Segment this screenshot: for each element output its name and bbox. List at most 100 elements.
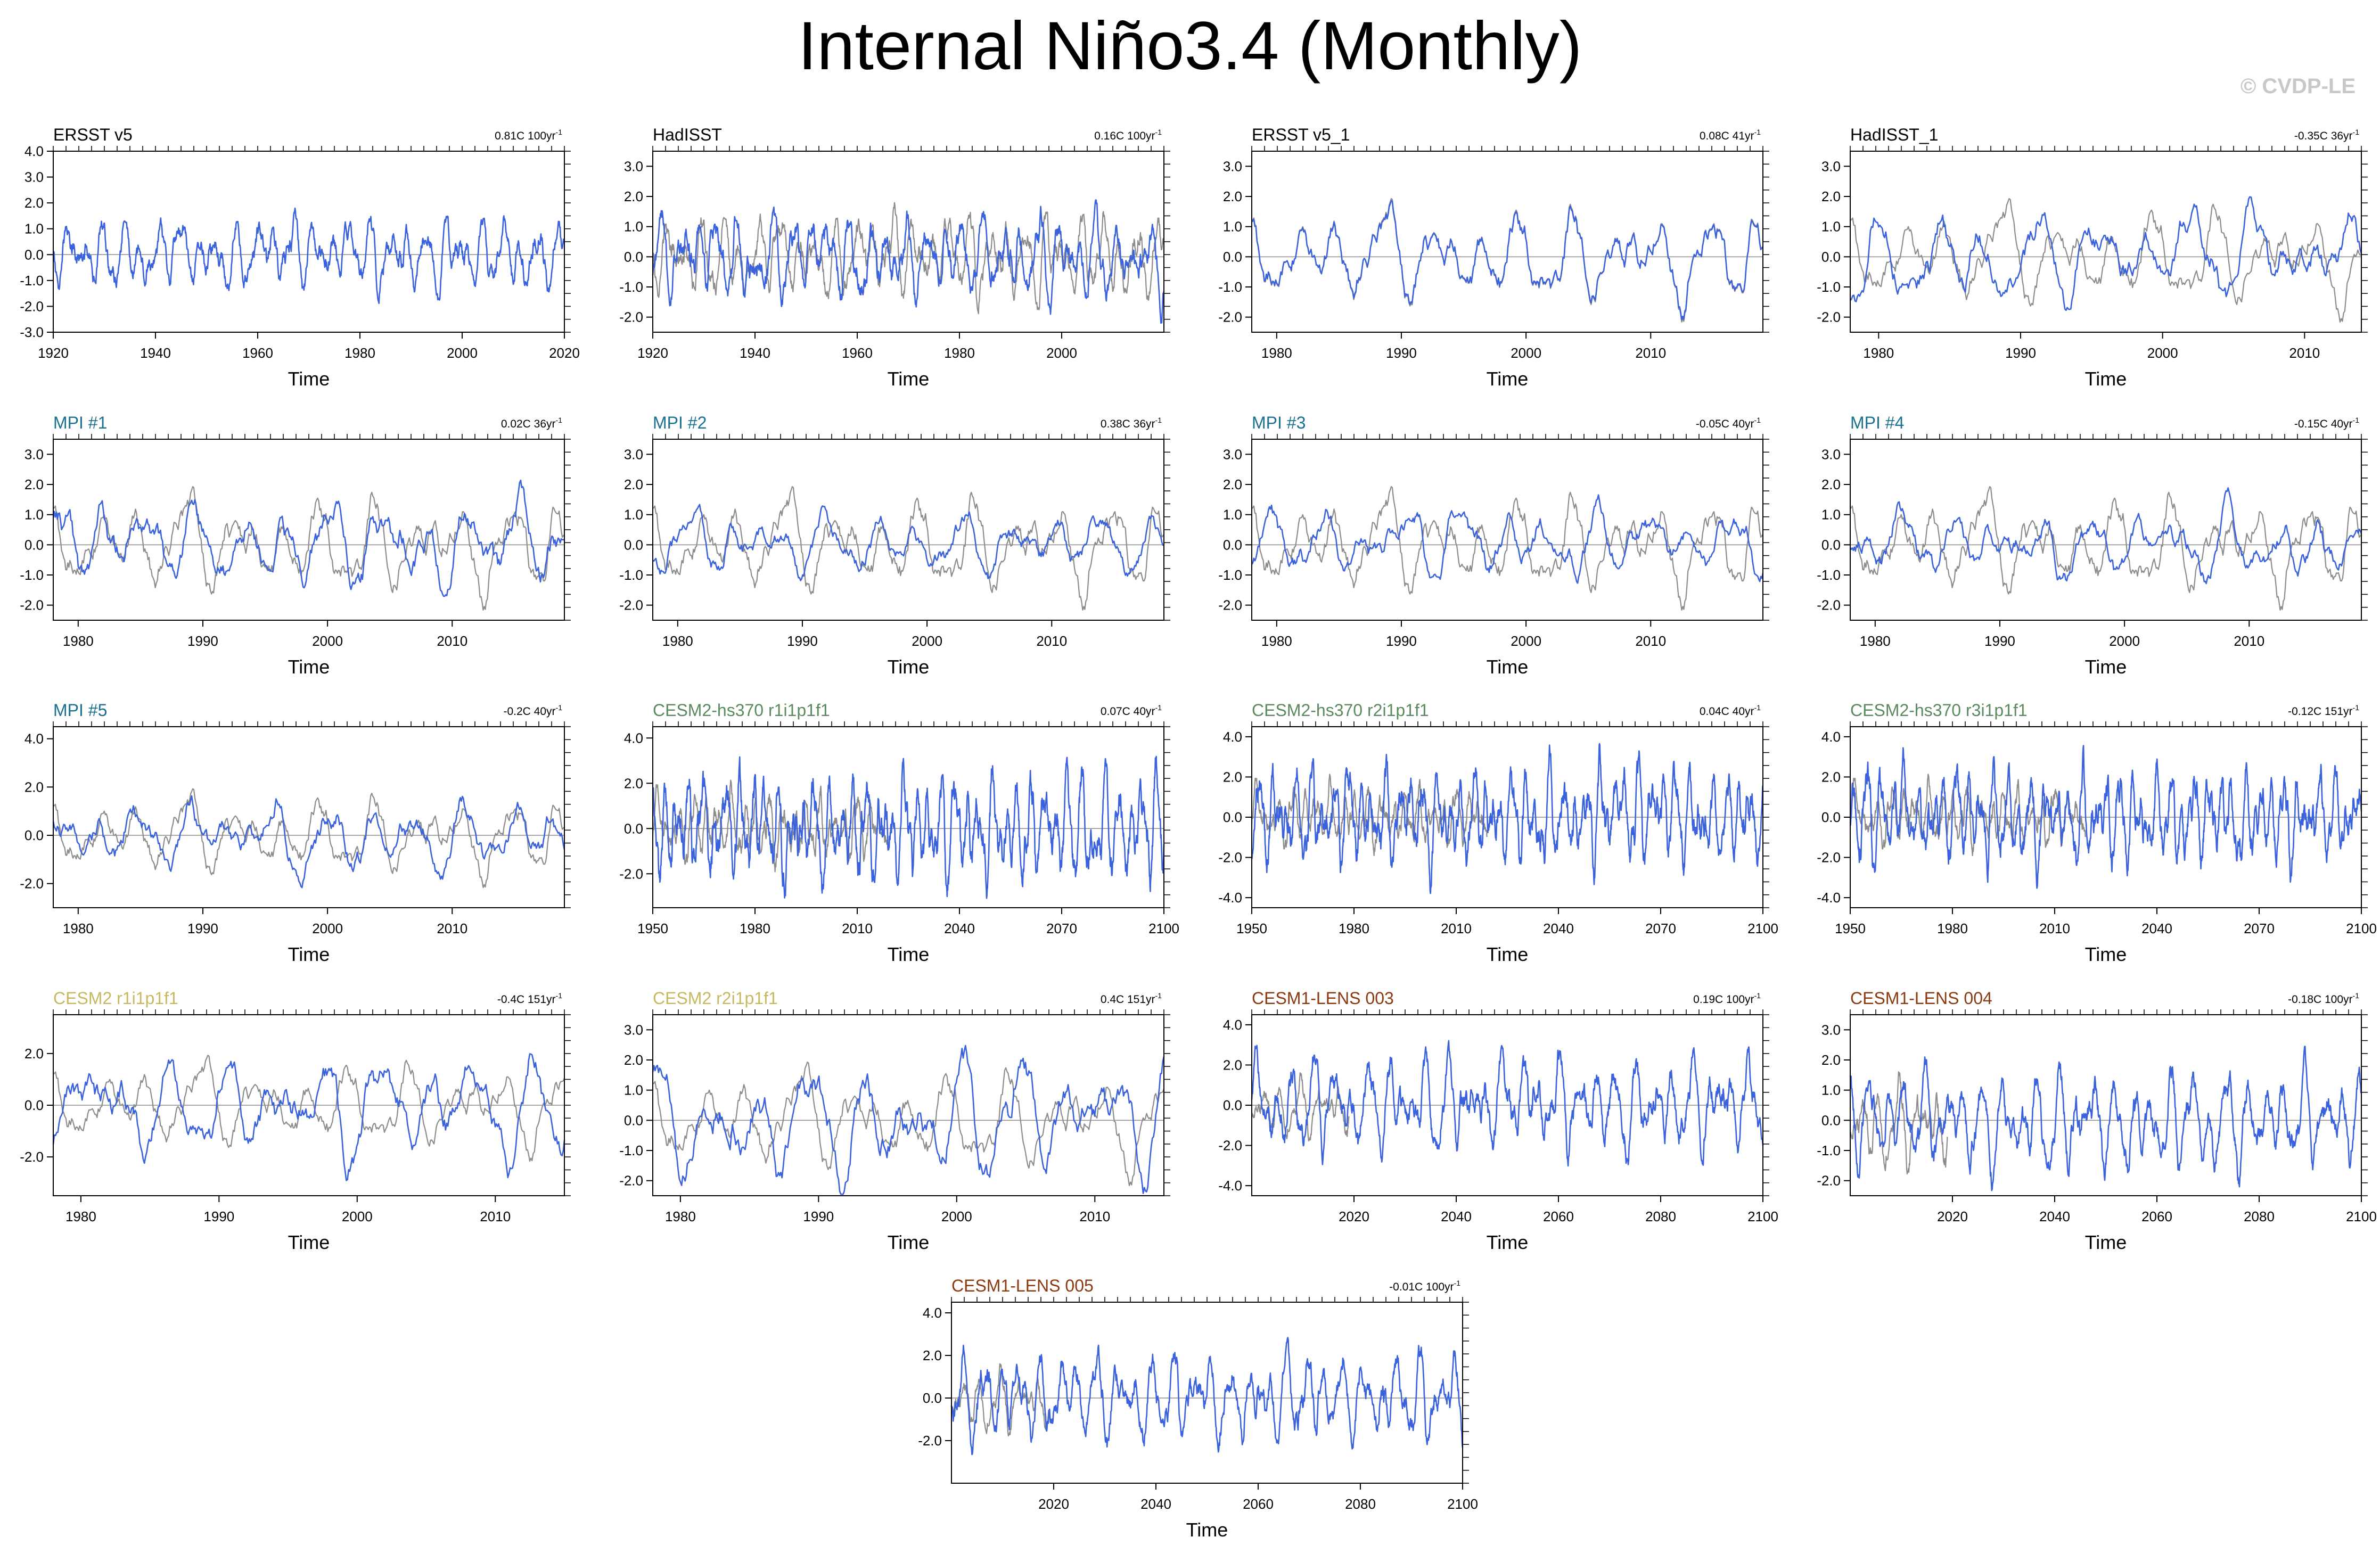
y-tick-label: -3.0 [20,324,44,340]
panel-title: MPI #1 [53,413,107,432]
x-tick-label: 2080 [2244,1209,2275,1224]
y-tick-label: -1.0 [20,567,44,583]
x-tick-label: 2060 [2141,1209,2172,1224]
x-tick-label: 1950 [1236,920,1267,936]
y-tick-label: 1.0 [624,1082,643,1098]
y-tick-label: -1.0 [619,567,643,583]
panel-title: HadISST [653,125,722,144]
y-tick-label: 0.0 [24,1097,44,1113]
y-tick-label: 1.0 [1821,507,1841,523]
x-axis-label: Time [2085,943,2127,965]
x-tick-label: 2080 [1645,1209,1676,1224]
x-tick-label: 2040 [944,920,975,936]
x-axis-label: Time [1487,943,1529,965]
reference-series-line [1251,486,1763,611]
plot-frame [652,1014,1164,1196]
panel-title: CESM2-hs370 r1i1p1f1 [653,701,830,720]
panel-title: CESM1-LENS 005 [951,1276,1094,1295]
x-axis-label: Time [1186,1519,1228,1541]
y-tick-label: 1.0 [1223,507,1242,523]
y-tick-label: -2.0 [20,1149,44,1165]
trend-label: -0.01C 100yr-1 [1389,1279,1460,1293]
x-tick-label: 1980 [1937,920,1968,936]
x-tick-label: 2010 [1635,345,1666,361]
model-series-line [1251,743,1764,894]
y-tick-label: 4.0 [24,143,44,159]
y-tick-label: 0.0 [1223,1097,1242,1113]
model-series-line [950,1337,1464,1456]
x-tick-label: 2020 [1038,1496,1069,1512]
x-axis-label: Time [888,368,930,390]
y-tick-label: 4.0 [923,1305,942,1321]
y-tick-label: 2.0 [1223,188,1242,204]
y-tick-label: 0.0 [923,1390,942,1406]
y-tick-label: 0.0 [24,537,44,553]
x-tick-label: 1990 [187,633,218,649]
plot-frame [1850,439,2362,621]
y-tick-label: -4.0 [1218,890,1242,906]
x-tick-label: 2020 [549,345,580,361]
x-tick-label: 1980 [1261,633,1292,649]
y-tick-label: -2.0 [619,866,643,882]
y-tick-label: 2.0 [624,775,643,791]
trend-label: 0.08C 41yr-1 [1700,128,1761,142]
trend-label: -0.15C 40yr-1 [2294,416,2359,430]
x-tick-label: 1980 [665,1209,696,1224]
y-tick-label: 1.0 [24,507,44,523]
y-tick-label: 2.0 [624,188,643,204]
y-tick-label: -2.0 [1817,597,1841,613]
plot-frame [1251,151,1763,333]
x-tick-label: 1990 [803,1209,834,1224]
plot-frame [53,151,565,333]
model-series-line [52,479,565,597]
x-tick-label: 1990 [187,920,218,936]
y-tick-label: -2.0 [1817,1173,1841,1189]
y-tick-label: -2.0 [1218,850,1242,866]
plot-frame [53,439,565,621]
x-tick-label: 2020 [1937,1209,1968,1224]
x-tick-label: 1980 [344,345,375,361]
x-tick-label: 2010 [2234,633,2264,649]
x-axis-label: Time [1487,368,1529,390]
model-series-line [53,207,565,305]
x-axis-label: Time [2085,1231,2127,1253]
y-tick-label: 4.0 [24,731,44,747]
x-tick-label: 2000 [912,633,942,649]
model-series-line [1849,487,2362,585]
x-tick-label: 1990 [787,633,818,649]
y-tick-label: -2.0 [619,597,643,613]
plot-frame [1850,151,2362,333]
x-tick-label: 2010 [1079,1209,1110,1224]
y-tick-label: 0.0 [1821,809,1841,825]
reference-series-line [1251,1072,1350,1142]
panel-title: MPI #3 [1252,413,1306,432]
panel-title: HadISST_1 [1850,125,1938,144]
y-tick-label: 2.0 [1223,1057,1242,1073]
plot-frame [1850,726,2362,908]
x-tick-label: 2100 [2346,920,2377,936]
y-tick-label: -1.0 [1218,279,1242,295]
trend-label: -0.12C 151yr-1 [2288,703,2359,718]
plot-frame [53,1014,565,1196]
x-tick-label: 2010 [1441,920,1472,936]
y-tick-label: -2.0 [20,298,44,314]
y-tick-label: 2.0 [624,1052,643,1068]
model-series-line [1251,494,1764,584]
trend-label: 0.19C 100yr-1 [1693,991,1761,1006]
y-tick-label: 2.0 [1821,188,1841,204]
reference-series-line [53,788,565,889]
x-axis-label: Time [888,656,930,678]
panel-title: MPI #2 [653,413,707,432]
